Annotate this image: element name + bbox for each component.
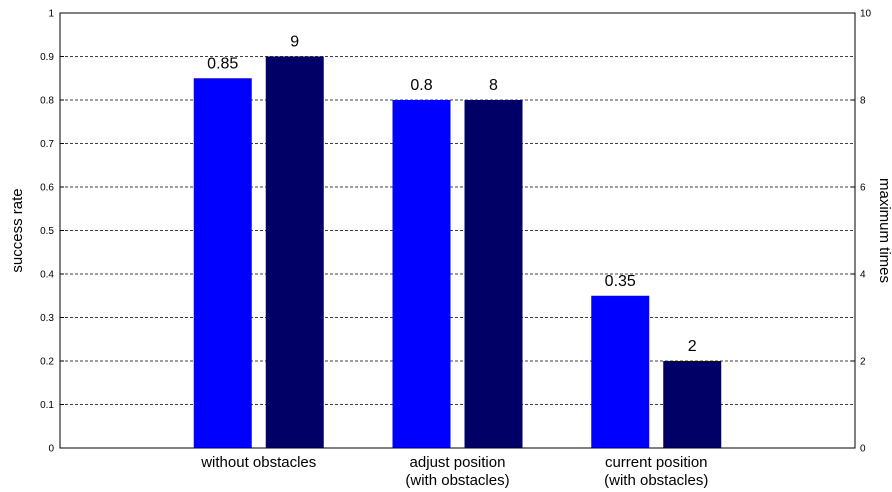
left-tick-label: 0.9 bbox=[40, 52, 54, 63]
right-tick-label: 6 bbox=[860, 183, 866, 194]
category-label: without obstacles bbox=[200, 454, 316, 471]
bar-series1 bbox=[193, 78, 252, 448]
data-label: 8 bbox=[489, 77, 498, 94]
y-axis-label-left: success rate bbox=[9, 188, 26, 272]
right-tick-label: 4 bbox=[860, 270, 866, 281]
category-labels: without obstacles adjust position(with ob… bbox=[200, 454, 708, 489]
left-tick-label: 1 bbox=[48, 9, 54, 20]
left-tick-label: 0 bbox=[48, 444, 54, 455]
data-label: 9 bbox=[290, 34, 299, 51]
left-tick-label: 0.8 bbox=[40, 96, 54, 107]
left-tick-label: 0.4 bbox=[40, 270, 54, 281]
bar-series2 bbox=[265, 56, 324, 448]
left-tick-label: 0.3 bbox=[40, 313, 54, 324]
data-label: 0.85 bbox=[207, 55, 238, 72]
bars bbox=[193, 56, 722, 448]
data-label: 0.35 bbox=[605, 273, 636, 290]
left-tick-label: 0.1 bbox=[40, 400, 54, 411]
data-label: 2 bbox=[688, 338, 697, 355]
category-label: current position bbox=[605, 454, 708, 471]
data-label: 0.8 bbox=[410, 77, 432, 94]
gridlines bbox=[60, 56, 855, 405]
category-label: adjust position bbox=[410, 454, 506, 471]
right-tick-label: 0 bbox=[860, 444, 866, 455]
right-tick-label: 8 bbox=[860, 96, 866, 107]
left-tick-label: 0.7 bbox=[40, 139, 54, 150]
y-axis-label-right: maximum times bbox=[876, 178, 892, 283]
category-label: (with obstacles) bbox=[604, 472, 708, 489]
category-label: (with obstacles) bbox=[405, 472, 509, 489]
bar-series1 bbox=[392, 100, 451, 448]
bar-series2 bbox=[663, 361, 722, 448]
left-tick-label: 0.2 bbox=[40, 357, 54, 368]
right-tick-label: 10 bbox=[860, 9, 872, 20]
left-tick-label: 0.5 bbox=[40, 226, 54, 237]
bar-series1 bbox=[591, 295, 650, 448]
data-labels: 0.85 9 0.8 8 0.35 2 bbox=[207, 34, 697, 356]
left-tick-label: 0.6 bbox=[40, 183, 54, 194]
right-tick-label: 2 bbox=[860, 357, 866, 368]
bar-series2 bbox=[464, 100, 523, 448]
